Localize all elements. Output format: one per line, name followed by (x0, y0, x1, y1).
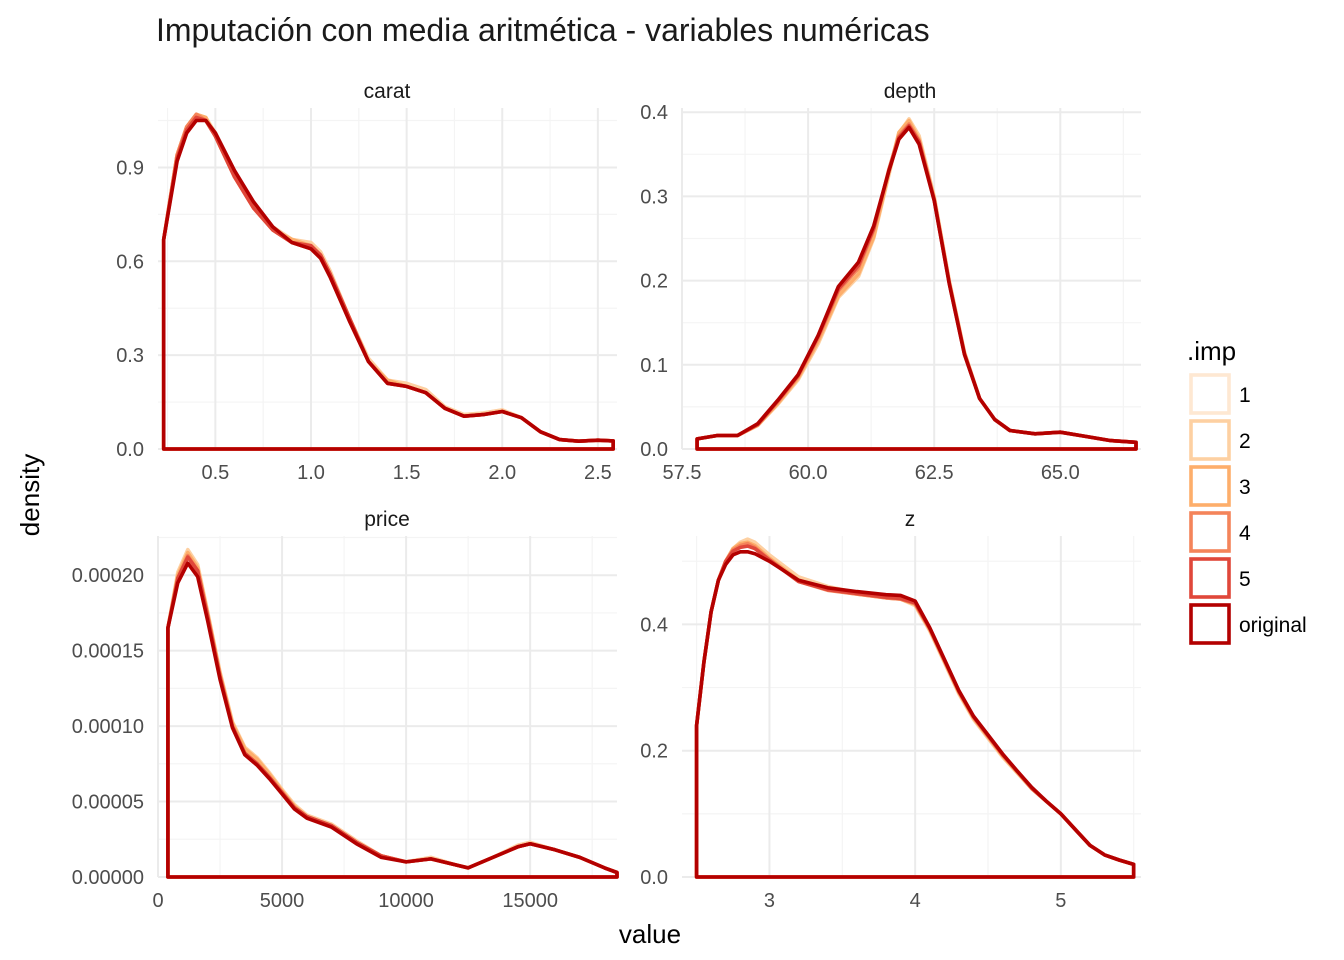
x-tick-label: 1.0 (297, 462, 325, 484)
legend-key-original (1189, 603, 1231, 645)
density-line-imp-original (161, 118, 615, 451)
legend-title: .imp (1187, 336, 1236, 366)
density-line-imp-5 (166, 555, 619, 879)
density-line-imp-1 (166, 550, 619, 879)
legend: .imp 1 2 3 4 5 original (1187, 336, 1307, 645)
legend-key-5 (1189, 557, 1231, 599)
x-tick-label: 4 (910, 890, 921, 912)
x-tick-label: 2.5 (584, 462, 612, 484)
legend-label: 3 (1239, 476, 1251, 499)
y-tick-label: 0.0 (116, 439, 144, 461)
density-line-imp-2 (695, 117, 1138, 451)
density-line-imp-original (166, 561, 619, 879)
panel-z: z 3 4 5 0.0 0.2 0.4 (640, 508, 1141, 912)
density-line-imp-4 (695, 122, 1138, 451)
y-tick-label: 0.00000 (72, 867, 144, 889)
y-tick-label: 0.00020 (72, 565, 144, 587)
x-tick-label: 60.0 (789, 462, 828, 484)
y-tick-label: 0.9 (116, 157, 144, 179)
y-tick-label: 0.0 (640, 439, 668, 461)
density-line-imp-original (694, 550, 1136, 879)
density-line-imp-2 (166, 547, 619, 879)
legend-label: 1 (1239, 384, 1251, 407)
y-tick-label: 0.2 (640, 741, 668, 763)
strip-label: carat (364, 80, 411, 103)
grid (681, 108, 1141, 450)
y-tick-label: 0.1 (640, 355, 668, 377)
x-tick-label: 3 (764, 890, 775, 912)
density-line-imp-original (695, 125, 1138, 451)
x-tick-label: 2.0 (488, 462, 516, 484)
legend-key-4 (1189, 511, 1231, 553)
grid (158, 108, 617, 450)
y-tick-label: 0.4 (640, 614, 668, 636)
legend-label: original (1239, 614, 1307, 637)
x-tick-label: 0 (152, 890, 163, 912)
y-tick-label: 0.4 (640, 102, 668, 124)
density-line-imp-3 (166, 550, 619, 879)
strip-label: price (364, 508, 410, 531)
y-axis-label: density (15, 454, 45, 536)
x-axis-label: value (619, 919, 681, 949)
y-tick-label: 0.00010 (72, 716, 144, 738)
strip-label: z (905, 508, 916, 531)
density-line-imp-1 (695, 118, 1138, 451)
x-tick-label: 62.5 (915, 462, 954, 484)
x-tick-label: 65.0 (1041, 462, 1080, 484)
x-tick-label: 1.5 (393, 462, 421, 484)
y-tick-label: 0.2 (640, 271, 668, 293)
density-line-imp-4 (166, 553, 619, 879)
panel-carat: carat 0.5 1.0 1.5 2.0 2.5 0.0 0.3 0.6 0.9 (116, 80, 617, 484)
strip-label: depth (884, 80, 937, 103)
y-tick-label: 0.00005 (72, 792, 144, 814)
legend-key-2 (1189, 419, 1231, 461)
x-tick-label: 5 (1055, 890, 1066, 912)
chart-title: Imputación con media aritmética - variab… (156, 12, 930, 48)
legend-key-3 (1189, 465, 1231, 507)
x-tick-label: 57.5 (663, 462, 702, 484)
y-tick-label: 0.0 (640, 867, 668, 889)
x-tick-label: 0.5 (201, 462, 229, 484)
legend-label: 2 (1239, 430, 1251, 453)
panel-price: price 0 5000 10000 15000 0.00000 0.00005 0.000… (72, 508, 619, 912)
legend-label: 5 (1239, 568, 1251, 591)
panel-depth: depth 57.5 60.0 62.5 65.0 0.0 0.1 0.2 0.3 0.4 (640, 80, 1141, 484)
y-tick-label: 0.00015 (72, 641, 144, 663)
legend-label: 4 (1239, 522, 1251, 545)
x-tick-label: 5000 (260, 890, 305, 912)
density-line-imp-3 (695, 118, 1138, 451)
legend-key-1 (1189, 373, 1231, 415)
y-tick-label: 0.3 (640, 186, 668, 208)
y-tick-label: 0.3 (116, 345, 144, 367)
density-line-imp-5 (695, 123, 1138, 451)
x-tick-label: 15000 (502, 890, 558, 912)
x-tick-label: 10000 (378, 890, 434, 912)
y-tick-label: 0.6 (116, 251, 144, 273)
